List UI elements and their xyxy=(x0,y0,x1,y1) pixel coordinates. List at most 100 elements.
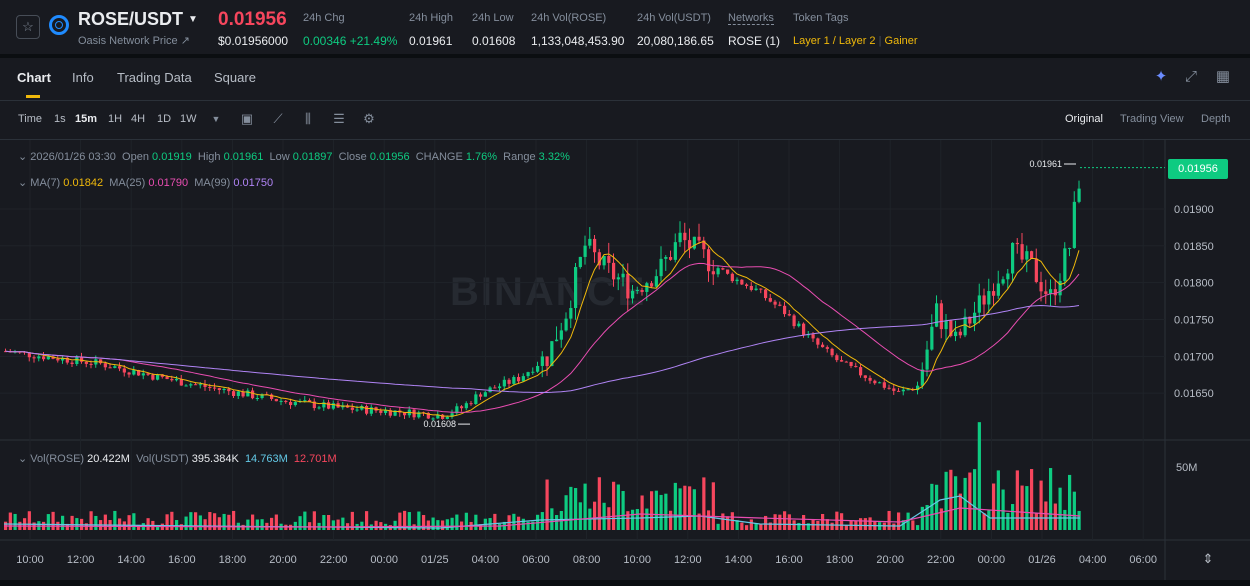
candle-body xyxy=(184,385,188,387)
ohlc-legend: ⌄ 2026/01/26 03:30 Open 0.01919 High 0.0… xyxy=(18,151,570,163)
volume-bar xyxy=(992,483,996,530)
volume-bar xyxy=(868,517,872,530)
volume-bar xyxy=(436,520,440,530)
volume-bar xyxy=(963,477,967,530)
time-tick-label: 01/25 xyxy=(421,554,449,566)
tab-info[interactable]: Info xyxy=(72,70,94,85)
candle-body xyxy=(251,390,255,399)
time-tick-label: 10:00 xyxy=(16,554,44,566)
candle-body xyxy=(403,412,407,416)
candle-body xyxy=(859,367,863,376)
pair-subtitle[interactable]: Oasis Network Price ↗ xyxy=(78,35,190,47)
timeframe-1h[interactable]: 1H xyxy=(108,113,123,125)
stat-24h-vol-rose-label: 24h Vol(ROSE) xyxy=(531,12,607,24)
volume-bar xyxy=(184,516,188,530)
candle-body xyxy=(545,356,549,367)
candle-body xyxy=(232,391,236,396)
settings-list-icon[interactable]: ☰ xyxy=(333,111,345,126)
volume-bar xyxy=(426,520,430,530)
candle-body xyxy=(308,400,312,402)
tab-chart[interactable]: Chart xyxy=(17,70,51,85)
volume-bar xyxy=(711,482,715,530)
candle-body xyxy=(393,410,397,416)
candle-body xyxy=(51,356,55,359)
time-tick-label: 16:00 xyxy=(168,554,196,566)
candle-body xyxy=(61,357,65,361)
volume-bar xyxy=(1011,504,1015,530)
candle-body xyxy=(844,361,848,363)
candle-body xyxy=(46,356,50,360)
volume-bar xyxy=(251,514,255,530)
volume-bar xyxy=(1034,513,1038,530)
time-tick-label: 06:00 xyxy=(522,554,550,566)
candle-body xyxy=(635,290,639,292)
view-depth[interactable]: Depth xyxy=(1201,113,1231,125)
volume-bar xyxy=(175,520,179,530)
timeframe-1w[interactable]: 1W xyxy=(180,113,197,125)
candle-body xyxy=(327,402,331,409)
candle-body xyxy=(1058,280,1062,296)
candle-body xyxy=(331,403,335,409)
volume-bar xyxy=(730,512,734,530)
stat-networks-value[interactable]: ROSE (1) xyxy=(728,34,781,48)
candle-body xyxy=(536,365,540,372)
candle-body xyxy=(460,406,464,409)
price-tick-label: 0.01850 xyxy=(1174,241,1214,253)
collapse-caret-icon[interactable]: ⌄ xyxy=(18,177,28,189)
collapse-caret-icon[interactable]: ⌄ xyxy=(18,151,28,163)
expand-icon[interactable]: ⤢ xyxy=(1184,68,1197,85)
candlestick-chart[interactable]: 0.01900 0.01850 0.01800 0.01750 0.01700 0.016… xyxy=(0,140,1250,580)
volume-bar xyxy=(1044,501,1048,530)
volume-legend: ⌄ Vol(ROSE) 20.422M Vol(USDT) 395.384K 1… xyxy=(18,453,337,465)
volume-bar xyxy=(327,514,331,530)
candle-body xyxy=(631,290,635,299)
volume-bar xyxy=(493,513,497,530)
pair-title[interactable]: ROSE/USDT xyxy=(78,9,184,29)
candle-body xyxy=(906,389,910,391)
collapse-caret-icon[interactable]: ⌄ xyxy=(18,453,28,465)
tab-square[interactable]: Square xyxy=(214,70,256,85)
candle-body xyxy=(792,315,796,327)
candle-body xyxy=(445,416,449,419)
tab-trading-data[interactable]: Trading Data xyxy=(117,70,192,85)
candle-body xyxy=(436,414,440,419)
volume-bar xyxy=(616,484,620,530)
timeframe-15m[interactable]: 15m xyxy=(75,113,98,125)
candle-body xyxy=(479,394,483,397)
calendar-icon[interactable]: ▣ xyxy=(240,111,254,126)
candle-body xyxy=(365,405,369,414)
candle-body xyxy=(593,238,597,253)
volume-bar xyxy=(1068,474,1072,530)
view-trading-view[interactable]: Trading View xyxy=(1120,113,1184,125)
candle-body xyxy=(939,303,943,330)
candle-body xyxy=(246,390,250,397)
volume-bar xyxy=(816,520,820,530)
chevron-down-icon[interactable]: ▼ xyxy=(188,14,198,25)
stat-networks-label[interactable]: Networks xyxy=(728,12,774,25)
candle-body xyxy=(208,386,212,388)
candle-body xyxy=(711,271,715,275)
indicator-icon[interactable]: ⟋ xyxy=(273,111,283,126)
candle-body xyxy=(384,410,388,413)
timeframe-4h[interactable]: 4H xyxy=(131,113,146,125)
favorite-star-icon[interactable]: ☆ xyxy=(16,15,40,39)
timeframe-1d[interactable]: 1D xyxy=(157,113,172,125)
candle-body xyxy=(137,370,141,376)
timeframe-dropdown-icon[interactable]: ▼ xyxy=(211,114,221,124)
candle-body xyxy=(968,316,972,324)
timeframe-time[interactable]: Time xyxy=(18,113,43,125)
stat-token-tags-value[interactable]: Layer 1 / Layer 2 | Gainer xyxy=(793,35,918,47)
view-original[interactable]: Original xyxy=(1065,113,1103,125)
volume-bar xyxy=(113,510,117,530)
volume-bar xyxy=(498,523,502,530)
chart-type-icon[interactable]: ⫼ xyxy=(305,111,311,126)
ai-sparkle-icon[interactable]: ✦ xyxy=(1154,68,1168,85)
timeframe-1s[interactable]: 1s xyxy=(54,113,66,125)
gear-icon[interactable]: ⚙ xyxy=(363,111,375,126)
auto-scale-icon: ⇕ xyxy=(1203,551,1214,566)
candle-body xyxy=(512,377,516,384)
grid-layout-icon[interactable]: ▦ xyxy=(1215,68,1231,85)
candle-body xyxy=(768,298,772,302)
candle-body xyxy=(146,373,150,375)
candle-body xyxy=(688,240,692,249)
